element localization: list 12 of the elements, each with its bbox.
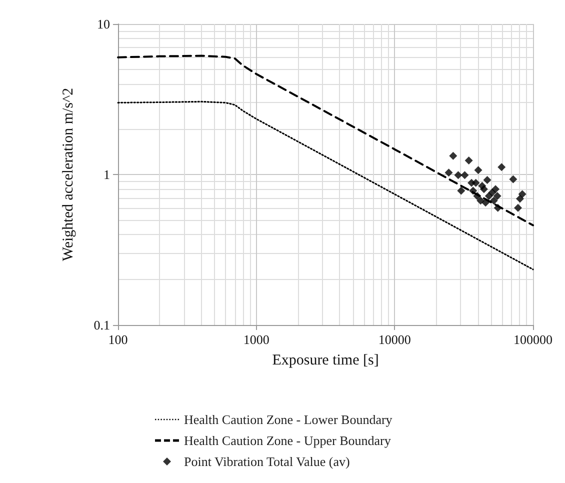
y-tick-label: 10 [97, 16, 110, 32]
x-axis-title: Exposure time [s] [272, 352, 379, 368]
x-tick-label: 100000 [514, 332, 552, 347]
x-tick-label: 10000 [378, 332, 411, 347]
y-tick-label: 1 [104, 167, 110, 182]
legend-label: Health Caution Zone - Upper Boundary [184, 433, 392, 448]
x-tick-label: 1000 [243, 332, 270, 347]
y-axis-title: Weighted acceleration m/s^2 [60, 88, 76, 262]
legend-label: Health Caution Zone - Lower Boundary [184, 412, 393, 427]
y-tick-label: 0.1 [94, 318, 110, 332]
legend-label: Point Vibration Total Value (av) [184, 454, 350, 469]
x-tick-label: 100 [108, 332, 128, 347]
